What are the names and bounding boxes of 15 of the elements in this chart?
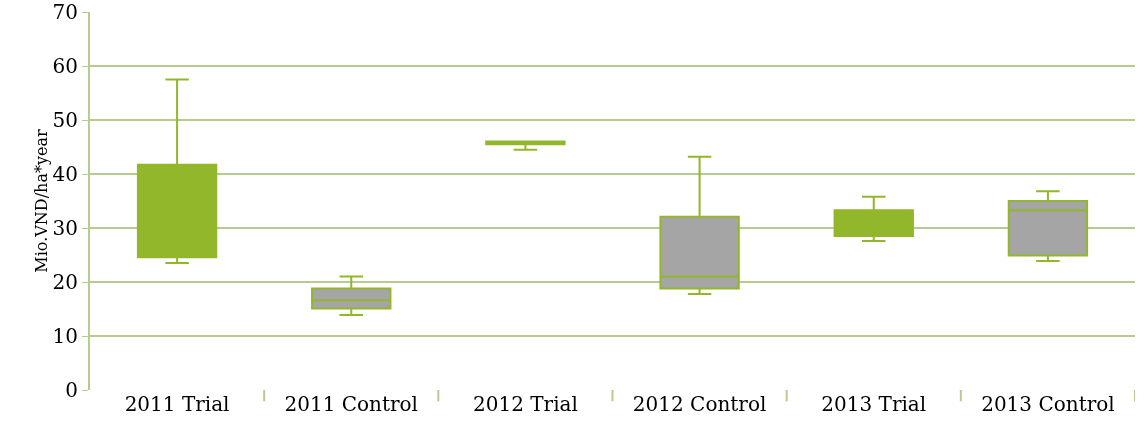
- y-tick-label: 0: [65, 378, 78, 402]
- x-tick-label: 2011 Trial: [124, 392, 230, 416]
- x-tick-label: 2013 Control: [981, 392, 1115, 416]
- x-tick-label: 2012 Trial: [472, 392, 578, 416]
- y-tick-label: 40: [52, 162, 78, 186]
- y-tick-label: 50: [52, 108, 78, 132]
- x-tick-label: 2013 Trial: [821, 392, 927, 416]
- y-tick-label: 30: [52, 216, 78, 240]
- y-tick-label: 20: [52, 270, 78, 294]
- y-tick-label: 60: [52, 54, 78, 78]
- y-tick-label: 10: [52, 324, 78, 348]
- y-tick-label: 70: [52, 0, 78, 24]
- x-tick-label: 2011 Control: [284, 392, 419, 416]
- y-axis-title: Mio.VND/ha*year: [31, 129, 51, 273]
- x-tick-label: 2012 Control: [632, 392, 767, 416]
